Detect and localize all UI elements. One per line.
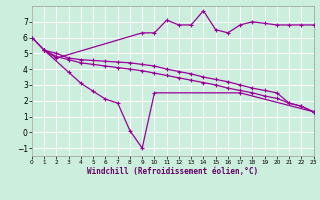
- X-axis label: Windchill (Refroidissement éolien,°C): Windchill (Refroidissement éolien,°C): [87, 167, 258, 176]
